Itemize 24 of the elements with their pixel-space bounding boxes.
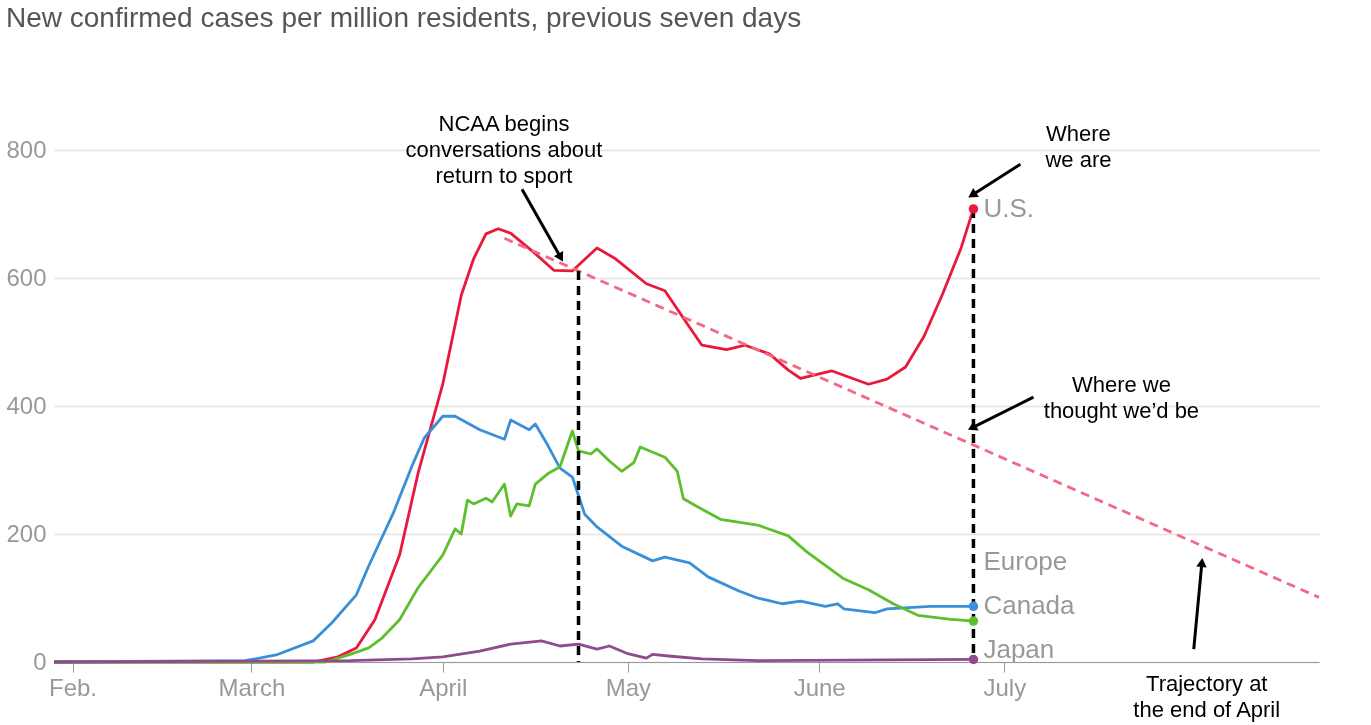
- x-tick-label: May: [605, 673, 652, 701]
- x-tick-label: March: [218, 673, 286, 701]
- series-label: Canada: [983, 590, 1076, 620]
- annotation: Where we are: [1044, 121, 1112, 173]
- x-tick-label: July: [983, 673, 1027, 701]
- y-tick-label: 400: [6, 391, 47, 419]
- y-tick-label: 200: [6, 519, 47, 547]
- point: [968, 204, 979, 214]
- annotation: Trajectory at the end of April: [1133, 671, 1281, 723]
- point: [968, 616, 979, 626]
- series-label: Japan: [983, 634, 1055, 664]
- x-tick-label: June: [793, 673, 846, 701]
- series-label: U.S.: [983, 192, 1035, 223]
- point: [968, 654, 979, 665]
- y-tick-label: 0: [33, 647, 47, 675]
- y-tick-label: 600: [6, 263, 47, 291]
- chart-title: New confirmed cases per million residents, previous seven days: [5, 2, 802, 34]
- series-label: Europe: [983, 546, 1068, 576]
- point: [968, 601, 979, 612]
- x-tick-label: April: [419, 673, 468, 701]
- x-tick-label: Feb.: [49, 673, 98, 701]
- annotation: Where we thought we’d be: [1043, 372, 1200, 424]
- y-tick-label: 800: [6, 135, 47, 163]
- annotation: NCAA begins conversations about return to sport: [405, 111, 603, 189]
